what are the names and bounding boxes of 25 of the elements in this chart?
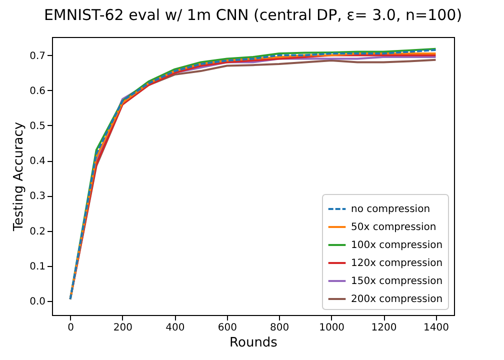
y-tick-label: 0.0 xyxy=(30,296,46,308)
x-tick-label: 400 xyxy=(166,322,185,334)
x-tick-label: 200 xyxy=(113,322,133,334)
legend-label: 200x compression xyxy=(351,294,443,305)
legend-label: 50x compression xyxy=(351,222,436,233)
legend-label: no compression xyxy=(351,204,430,215)
y-tick-label: 0.3 xyxy=(30,191,46,202)
y-tick-label: 0.4 xyxy=(30,156,46,168)
y-tick-label: 0.7 xyxy=(30,50,46,62)
x-tick-label: 1000 xyxy=(319,322,345,334)
y-tick-label: 0.5 xyxy=(30,120,46,132)
x-tick-label: 600 xyxy=(218,322,237,334)
chart-title: EMNIST-62 eval w/ 1m CNN (central DP, ε= 3.0, n=100) xyxy=(44,6,462,24)
x-axis-title: Rounds xyxy=(230,336,278,350)
y-tick-label: 0.1 xyxy=(30,261,46,272)
legend-label: 150x compression xyxy=(351,276,443,287)
legend-label: 120x compression xyxy=(351,258,443,269)
legend-label: 100x compression xyxy=(351,240,443,251)
x-tick-label: 800 xyxy=(270,322,290,334)
x-tick-label: 0 xyxy=(68,322,74,334)
y-tick-label: 0.2 xyxy=(30,226,46,238)
x-tick-label: 1400 xyxy=(424,322,449,334)
y-tick-label: 0.6 xyxy=(30,86,46,97)
y-axis-title: Testing Accuracy xyxy=(12,122,27,232)
x-tick-label: 1200 xyxy=(371,322,397,334)
